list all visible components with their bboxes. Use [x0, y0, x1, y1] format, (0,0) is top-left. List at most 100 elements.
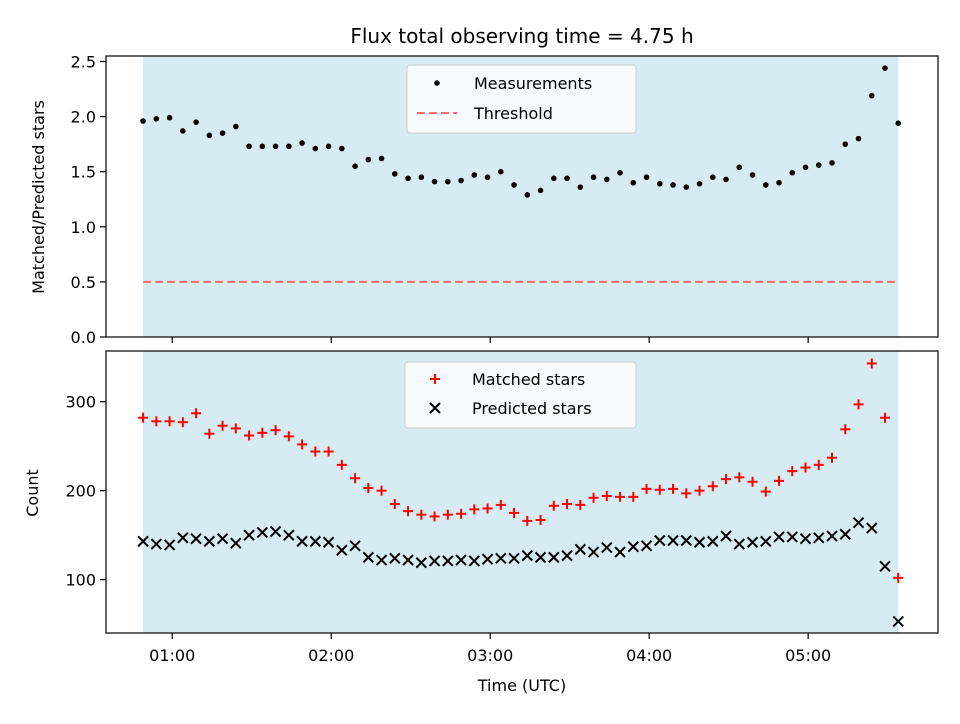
- bottom-x-ticks: 01:00 02:00 03:00 04:00 05:00: [149, 633, 831, 665]
- predicted-star-stroke-b: [455, 554, 467, 566]
- measurement-point: [405, 175, 411, 182]
- predicted-star-point: [230, 537, 242, 549]
- predicted-star-stroke-b: [786, 531, 798, 543]
- predicted-star-stroke-b: [561, 549, 573, 562]
- matched-star-point: [177, 417, 188, 428]
- top-x-ticks: [171, 337, 809, 343]
- matched-star-point: [893, 572, 904, 583]
- predicted-star-point: [826, 530, 838, 542]
- measurement-point: [272, 143, 279, 150]
- matched-star-point: [469, 504, 480, 515]
- matched-star-point: [310, 446, 321, 457]
- bottom-legend: Matched stars Predicted stars: [404, 361, 637, 429]
- predicted-star-stroke-b: [283, 529, 295, 541]
- predicted-star-point: [561, 549, 573, 562]
- measurement-point: [643, 174, 650, 181]
- matched-star-point: [257, 427, 268, 438]
- measurement-point: [776, 179, 782, 186]
- top-legend: Measurements Threshold: [406, 64, 637, 134]
- measurement-point: [564, 175, 570, 182]
- predicted-star-point: [190, 532, 202, 545]
- matched-star-point: [442, 509, 453, 520]
- predicted-star-stroke-b: [428, 555, 441, 567]
- predicted-star-point: [667, 534, 679, 547]
- y-tick-label: 1.0: [71, 218, 96, 237]
- measurement-point: [392, 171, 398, 177]
- predicted-star-point: [256, 526, 269, 539]
- matched-star-point: [323, 446, 334, 457]
- measurement-point: [749, 172, 756, 178]
- y-tick-label: 100: [65, 571, 96, 590]
- predicted-star-stroke-b: [402, 554, 414, 566]
- measurement-point: [219, 130, 226, 136]
- measurement-point: [418, 174, 425, 181]
- predicted-star-point: [468, 555, 481, 567]
- predicted-star-stroke-b: [150, 538, 163, 550]
- measurement-point: [550, 175, 557, 182]
- predicted-star-stroke-b: [813, 532, 825, 544]
- matched-star-point: [707, 481, 718, 492]
- predicted-star-stroke-b: [760, 535, 772, 548]
- predicted-star-stroke-b: [243, 529, 255, 541]
- predicted-star-stroke-b: [415, 557, 428, 569]
- predicted-star-point: [773, 531, 785, 543]
- predicted-star-point: [627, 541, 639, 553]
- predicted-star-point: [150, 538, 163, 550]
- matched-star-point: [853, 399, 864, 410]
- measurement-point: [299, 140, 305, 146]
- matched-star-point: [681, 488, 692, 499]
- predicted-star-stroke-b: [481, 553, 494, 565]
- matched-star-point: [191, 408, 202, 419]
- top-legend-box: [406, 64, 637, 134]
- measurement-point: [815, 162, 822, 168]
- predicted-star-point: [892, 615, 904, 628]
- measurement-point: [206, 132, 213, 139]
- predicted-star-point: [866, 522, 878, 534]
- predicted-star-point: [746, 536, 759, 548]
- measurement-point: [617, 170, 623, 176]
- measurement-point: [603, 176, 610, 183]
- predicted-star-point: [402, 554, 414, 566]
- measurement-points: [140, 65, 902, 198]
- predicted-star-point: [455, 554, 467, 566]
- predicted-star-point: [296, 535, 308, 548]
- measurement-point: [829, 160, 835, 166]
- matched-star-point: [217, 420, 228, 431]
- predicted-star-stroke-b: [137, 535, 149, 548]
- matched-star-point: [588, 492, 599, 503]
- predicted-star-stroke-b: [495, 552, 507, 564]
- matched-star-point: [376, 485, 387, 496]
- top-y-ticks: 0.0 0.5 1.0 1.5 2.0 2.5: [71, 53, 106, 347]
- matched-star-point: [389, 499, 400, 510]
- matched-star-point: [601, 491, 612, 502]
- predicted-star-stroke-b: [654, 534, 666, 547]
- predicted-star-stroke-b: [336, 544, 348, 556]
- measurement-point: [378, 155, 385, 162]
- predicted-star-point: [203, 535, 216, 548]
- matched-star-point: [562, 499, 573, 510]
- predicted-star-point: [587, 546, 600, 558]
- measurement-point: [339, 145, 345, 152]
- predicted-star-stroke-b: [627, 541, 639, 553]
- legend-matched-label: Matched stars: [472, 370, 585, 389]
- predicted-star-stroke-b: [230, 537, 242, 549]
- matched-star-point: [230, 423, 241, 434]
- measurement-point: [868, 92, 875, 99]
- matched-star-point: [535, 515, 546, 526]
- predicted-star-point: [786, 531, 798, 543]
- predicted-star-stroke-b: [309, 535, 322, 548]
- matched-star-point: [615, 491, 626, 502]
- predicted-star-stroke-b: [322, 536, 335, 548]
- matched-star-point: [138, 412, 149, 423]
- matched-star-point: [628, 491, 639, 502]
- predicted-star-stroke-b: [601, 541, 613, 554]
- predicted-star-point: [879, 560, 891, 572]
- matched-star-point: [721, 474, 732, 485]
- matched-star-point: [548, 500, 559, 511]
- measurement-point: [736, 164, 743, 171]
- predicted-star-stroke-b: [839, 528, 851, 540]
- legend-predicted-marker: [429, 402, 441, 414]
- predicted-star-point: [415, 557, 428, 569]
- predicted-star-point: [760, 535, 772, 548]
